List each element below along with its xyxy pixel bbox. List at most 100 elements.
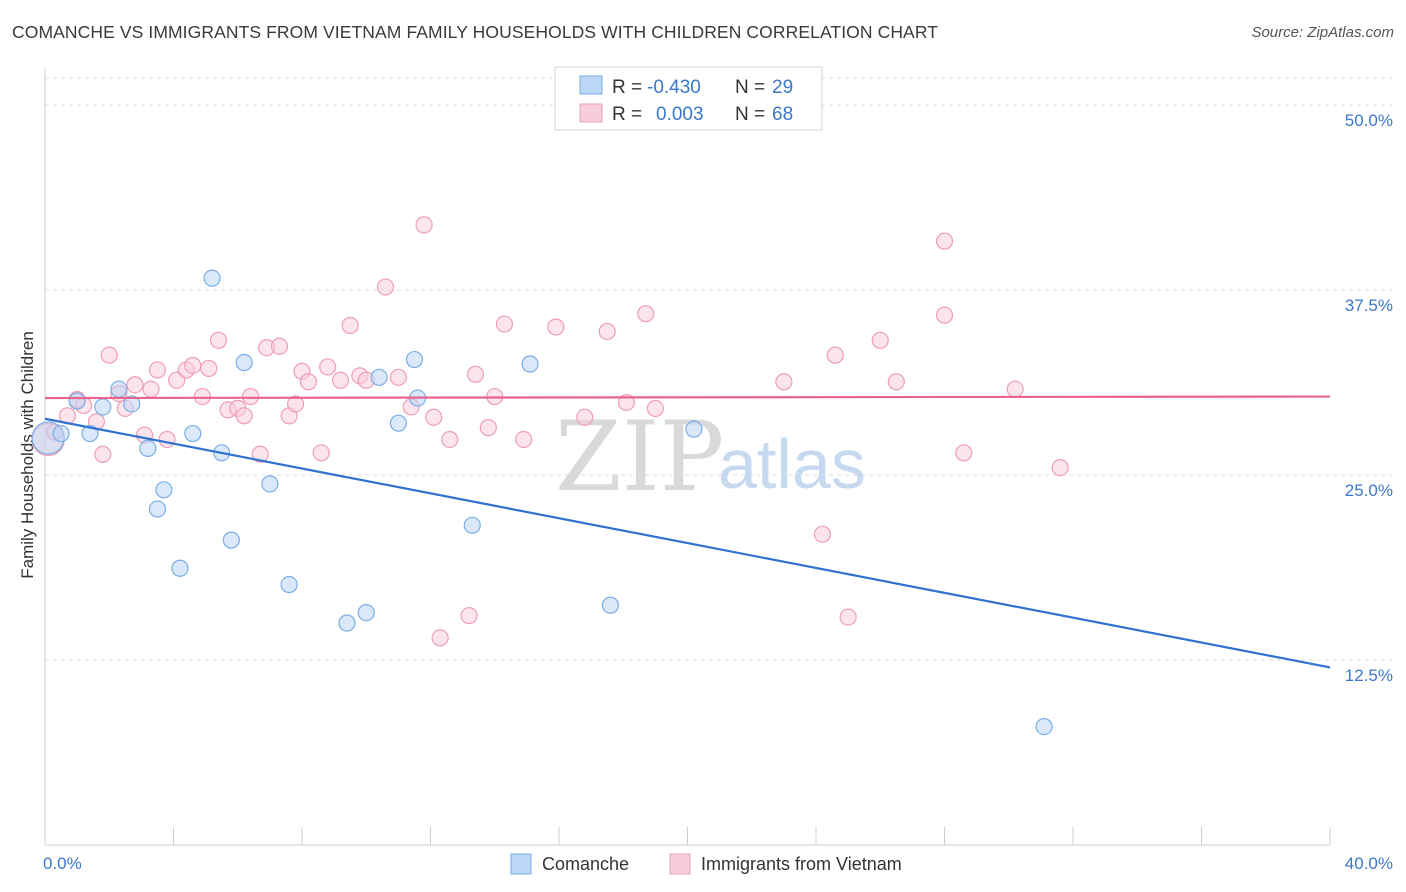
stats-r-label-comanche: R =	[612, 77, 642, 98]
legend-label-comanche: Comanche	[542, 854, 629, 874]
vietnam-point	[598, 322, 616, 341]
legend-label-vietnam: Immigrants from Vietnam	[701, 854, 902, 874]
vietnam-point	[637, 305, 655, 323]
comanche-point	[81, 424, 99, 443]
comanche-point	[222, 531, 240, 549]
stats-r-value-comanche: -0.430	[647, 77, 701, 98]
vietnam-point	[646, 399, 664, 417]
stats-n-label-vietnam: N =	[735, 104, 765, 125]
vietnam-point	[251, 445, 269, 463]
series-comanche-points	[31, 269, 1053, 736]
vietnam-point	[1006, 380, 1024, 398]
vietnam-point	[466, 365, 485, 383]
vietnam-point	[839, 608, 857, 626]
watermark-atlas: atlas	[718, 425, 866, 503]
comanche-point	[123, 395, 141, 413]
comanche-point	[280, 575, 298, 594]
vietnam-point	[547, 318, 565, 336]
vietnam-point	[158, 430, 176, 449]
comanche-point	[357, 604, 375, 622]
comanche-point	[261, 475, 279, 493]
comanche-point	[370, 368, 388, 386]
vietnam-point	[341, 316, 359, 335]
vietnam-point	[235, 407, 253, 425]
vietnam-point	[460, 606, 478, 625]
comanche-point	[235, 353, 253, 372]
vietnam-point	[148, 361, 167, 379]
vietnam-point	[495, 315, 513, 333]
vietnam-point	[935, 232, 954, 250]
y-tick-label: 37.5%	[1345, 296, 1393, 315]
vietnam-point	[209, 331, 228, 349]
comanche-point	[1035, 717, 1053, 736]
vietnam-trend-line	[44, 395, 1331, 400]
vietnam-point	[142, 380, 160, 398]
vietnam-point	[425, 408, 443, 426]
comanche-point	[52, 424, 70, 443]
vietnam-point	[126, 376, 144, 394]
vietnam-point	[184, 356, 202, 375]
comanche-point	[463, 516, 481, 534]
vietnam-point	[871, 331, 889, 349]
vietnam-point	[331, 371, 350, 389]
vietnam-point	[200, 359, 218, 378]
comanche-trend-line	[44, 417, 1331, 669]
comanche-point	[148, 500, 167, 518]
chart-source: Source: ZipAtlas.com	[1251, 24, 1394, 41]
vietnam-point	[775, 373, 793, 391]
vietnam-point	[286, 395, 305, 413]
vietnam-point	[312, 444, 330, 462]
comanche-point	[68, 392, 86, 410]
vietnam-point	[242, 387, 260, 406]
vietnam-point	[955, 444, 973, 462]
comanche-point	[110, 380, 128, 398]
stats-n-label-comanche: N =	[735, 77, 765, 98]
vietnam-point	[441, 430, 459, 449]
watermark: ZIP atlas	[555, 401, 866, 513]
vietnam-point	[299, 373, 318, 391]
vietnam-point	[415, 216, 433, 234]
vietnam-point	[100, 346, 118, 364]
comanche-point	[155, 481, 173, 499]
vietnam-point	[935, 306, 954, 324]
comanche-point	[521, 355, 539, 373]
comanche-point	[139, 439, 157, 457]
comanche-point	[94, 398, 112, 416]
vietnam-point	[94, 445, 112, 463]
vietnam-point	[826, 346, 844, 364]
chart-title: COMANCHE VS IMMIGRANTS FROM VIETNAM FAMI…	[12, 22, 939, 42]
y-tick-label: 50.0%	[1345, 111, 1393, 130]
comanche-point	[405, 350, 424, 369]
vietnam-point	[515, 430, 533, 449]
vietnam-point	[576, 408, 594, 426]
legend-swatch-comanche	[510, 853, 532, 875]
trend-lines	[44, 395, 1331, 669]
comanche-point	[389, 414, 407, 432]
vietnam-point	[389, 368, 407, 386]
stats-legend: R = -0.430 N = 29 R = 0.003 N = 68	[554, 66, 823, 131]
y-tick-label: 25.0%	[1345, 481, 1393, 500]
vietnam-point	[813, 525, 832, 543]
comanche-point	[338, 614, 356, 632]
x-tick-label-min: 0.0%	[43, 854, 82, 873]
comanche-point	[184, 424, 202, 443]
stats-r-value-vietnam: 0.003	[656, 104, 704, 125]
vietnam-point	[376, 278, 395, 296]
vietnam-point	[479, 419, 497, 437]
vietnam-point	[617, 393, 636, 412]
vietnam-point	[431, 629, 449, 647]
y-tick-labels: 12.5% 25.0% 37.5% 50.0%	[1345, 111, 1393, 685]
comanche-point	[601, 596, 620, 614]
vietnam-point	[1051, 459, 1069, 477]
y-tick-label: 12.5%	[1345, 666, 1393, 685]
stats-n-value-comanche: 29	[772, 77, 793, 98]
vietnam-point	[193, 387, 212, 406]
x-tick-label-max: 40.0%	[1345, 854, 1393, 873]
stats-legend-swatch-vietnam	[579, 103, 603, 123]
stats-legend-swatch-comanche	[579, 75, 603, 95]
comanche-point	[171, 559, 189, 577]
vietnam-point	[887, 373, 905, 391]
vietnam-point	[270, 337, 289, 355]
stats-n-value-vietnam: 68	[772, 104, 793, 125]
